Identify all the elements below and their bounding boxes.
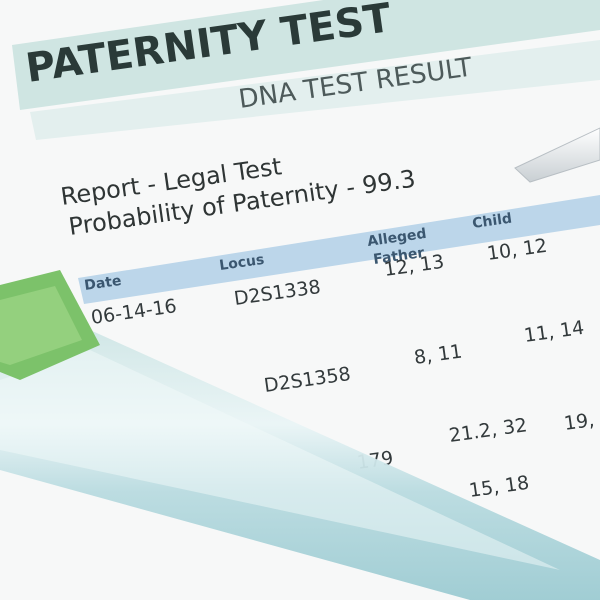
table-header: Child	[471, 211, 513, 232]
tube-highlight	[0, 350, 560, 570]
table-header: Locus	[218, 252, 265, 274]
pen	[514, 127, 600, 183]
table-header: Father	[372, 245, 425, 268]
title-band	[12, 0, 600, 110]
subtitle-band	[30, 40, 600, 140]
tape-highlight	[0, 286, 82, 365]
table-header: Date	[83, 273, 122, 294]
table-cell: 19,	[563, 409, 596, 435]
table-header-band	[78, 195, 600, 304]
